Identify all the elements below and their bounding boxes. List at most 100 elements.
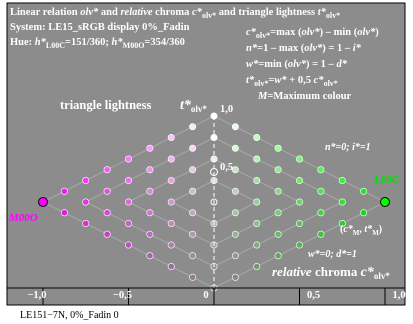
dot <box>253 155 261 163</box>
t: triangle lightness <box>60 98 151 112</box>
dot <box>167 134 175 142</box>
t: c* <box>192 7 203 18</box>
t: olv* <box>302 27 321 38</box>
t: olv* <box>191 104 208 114</box>
dot <box>338 220 346 228</box>
x-tick-label: 0 <box>203 290 208 301</box>
dot <box>295 220 303 228</box>
formula: n*=1 – max (olv*) = 1 – i* <box>246 43 362 54</box>
t: + 0,5 <box>287 75 314 86</box>
t: Linear relation <box>10 7 80 18</box>
dot <box>189 252 197 260</box>
dot <box>146 230 154 238</box>
t: t* <box>246 75 255 86</box>
dot <box>274 230 282 238</box>
dot <box>253 241 261 249</box>
t: , <box>359 224 364 235</box>
x-tick-label: −1,0 <box>27 290 46 301</box>
dot <box>231 123 239 131</box>
label: (c*M, t*M) <box>340 224 382 237</box>
t: i* <box>353 43 362 54</box>
dot <box>125 198 133 206</box>
dot <box>274 187 282 195</box>
t: c* <box>343 224 353 235</box>
dot <box>146 187 154 195</box>
t: w* <box>274 75 287 86</box>
dot <box>189 273 197 281</box>
t: olv* <box>357 27 376 38</box>
label: L00C <box>373 174 400 186</box>
t: M <box>353 229 360 237</box>
dot <box>125 155 133 163</box>
dot <box>167 198 175 206</box>
t: M <box>372 229 379 237</box>
t: olv* <box>326 11 340 20</box>
corner-m <box>38 197 48 207</box>
t: = <box>268 75 274 86</box>
dot <box>274 209 282 217</box>
dot <box>295 155 303 163</box>
dot <box>231 166 239 174</box>
t: olv* <box>304 43 323 54</box>
lattice <box>38 112 390 292</box>
t: ) = 1 – <box>306 59 336 70</box>
hue: Hue: h*L00C=151/360; h*M00O=354/360 <box>10 37 185 50</box>
dot <box>146 252 154 260</box>
dot <box>146 144 154 152</box>
dot <box>274 252 282 260</box>
dot <box>125 177 133 185</box>
t: n* <box>246 43 258 54</box>
dot <box>360 209 368 217</box>
dot <box>189 230 197 238</box>
dot <box>317 230 325 238</box>
dot <box>253 262 261 270</box>
t: d* <box>336 59 347 70</box>
dot <box>189 209 197 217</box>
t: =Maximum colour <box>267 91 351 102</box>
dot <box>82 198 90 206</box>
t: =354/360 <box>144 37 184 48</box>
label: n*=0; i*=1 <box>325 142 371 153</box>
dot <box>317 187 325 195</box>
t: =1 – max ( <box>257 43 305 54</box>
t: c* <box>314 75 325 86</box>
plot-frame <box>6 2 406 306</box>
x-tick-label: −0,5 <box>113 290 132 301</box>
formula: c*olv*=max (olv*) – min (olv*) <box>246 27 379 40</box>
x-ticks: −1,0 −0,5 0 0,5 1,0 <box>27 288 406 305</box>
header: Linear relation olv* and relative chroma… <box>10 7 379 102</box>
t: =min ( <box>258 59 288 70</box>
y-tick-label: 0,5 <box>220 162 233 173</box>
dot <box>317 166 325 174</box>
dot <box>274 166 282 174</box>
title: Linear relation olv* and relative chroma… <box>10 7 340 20</box>
dot <box>82 177 90 185</box>
t: olv* <box>324 79 338 88</box>
dot <box>253 198 261 206</box>
label: M00O <box>8 212 38 224</box>
dot <box>167 241 175 249</box>
label: triangle lightness t*olv* <box>60 98 207 114</box>
t: c* <box>246 27 257 38</box>
dot <box>231 252 239 260</box>
t: olv* <box>80 7 99 18</box>
dot <box>167 262 175 270</box>
dot <box>295 241 303 249</box>
t: ) = 1 – <box>322 43 352 54</box>
dot <box>125 220 133 228</box>
corner-l <box>380 197 390 207</box>
t: ) <box>375 27 379 38</box>
dot <box>317 209 325 217</box>
t: t* <box>318 7 327 18</box>
t: t* <box>364 224 373 235</box>
dot <box>189 187 197 195</box>
dot <box>146 209 154 217</box>
t: olv* <box>256 31 270 40</box>
dot <box>253 177 261 185</box>
t: L00C <box>46 41 65 50</box>
t: h* <box>112 37 124 48</box>
dot <box>231 144 239 152</box>
dot <box>60 187 68 195</box>
dot <box>189 144 197 152</box>
